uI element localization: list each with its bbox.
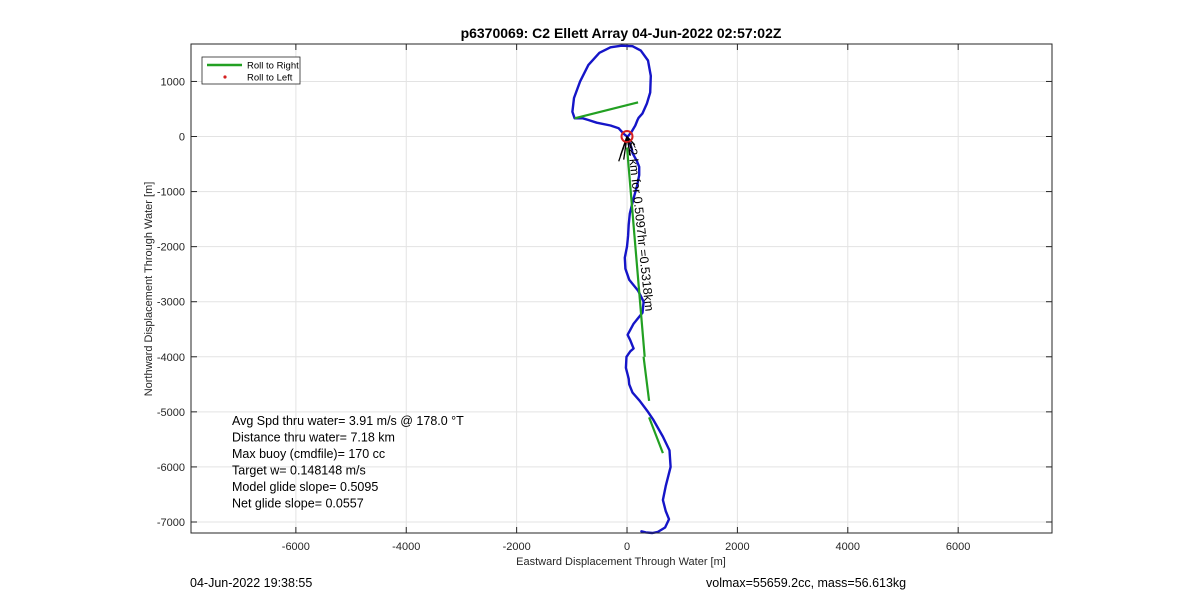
y-tick-label: -3000 <box>157 297 185 309</box>
y-axis-label: Northward Displacement Through Water [m] <box>143 182 155 397</box>
roll-right-segment <box>574 101 639 120</box>
y-tick-label: -1000 <box>157 187 185 199</box>
roll-right-segment <box>625 147 646 357</box>
stats-block: Avg Spd thru water= 3.91 m/s @ 178.0 °T … <box>232 414 464 511</box>
legend-box <box>201 56 301 85</box>
stat-target-w: Target w= 0.148148 m/s <box>232 464 366 478</box>
x-tick-label: -2000 <box>503 541 531 553</box>
roll-right-segment <box>648 416 664 454</box>
grid-lines <box>191 44 1052 533</box>
x-tick-label: -6000 <box>282 541 310 553</box>
y-tick-label: 1000 <box>161 76 185 88</box>
heading-arrow <box>626 136 634 151</box>
footer-timestamp: 04-Jun-2022 19:38:55 <box>190 576 313 590</box>
footer-volmax-mass: volmax=55659.2cc, mass=56.613kg <box>706 576 907 590</box>
chart-title: p6370069: C2 Ellett Array 04-Jun-2022 02… <box>461 25 782 41</box>
y-tick-label: -5000 <box>157 407 185 419</box>
stat-distance: Distance thru water= 7.18 km <box>232 431 395 445</box>
axes-box <box>190 43 1053 534</box>
x-tick-label: 4000 <box>836 541 860 553</box>
x-tick-label: 6000 <box>946 541 970 553</box>
y-axis-ticks: 1000 0 -1000 -2000 -3000 -4000 -5000 -6000 -7000 <box>157 76 1052 529</box>
stat-model-glide-slope: Model glide slope= 0.5095 <box>232 480 378 494</box>
roll-right-segment <box>642 356 651 401</box>
y-tick-label: 0 <box>179 132 185 144</box>
x-tick-label: 0 <box>624 541 630 553</box>
y-tick-label: -4000 <box>157 352 185 364</box>
start-marker <box>620 130 634 144</box>
x-tick-label: -4000 <box>392 541 420 553</box>
heading-arrow <box>618 136 628 162</box>
legend-roll-left-swatch <box>223 75 227 79</box>
legend-roll-left-label: Roll to Left <box>247 73 293 84</box>
y-tick-label: -6000 <box>157 462 185 474</box>
stat-avg-speed: Avg Spd thru water= 3.91 m/s @ 178.0 °T <box>232 414 464 428</box>
x-axis-label: Eastward Displacement Through Water [m] <box>516 556 726 568</box>
x-axis-ticks: -6000 -4000 -2000 0 2000 4000 6000 <box>282 44 970 553</box>
y-tick-label: -2000 <box>157 242 185 254</box>
plot-area <box>191 44 1052 533</box>
legend-roll-right-label: Roll to Right <box>247 61 299 72</box>
y-tick-label: -7000 <box>157 517 185 529</box>
x-tick-label: 2000 <box>725 541 749 553</box>
stat-max-buoy: Max buoy (cmdfile)= 170 cc <box>232 447 385 461</box>
heading-arrow <box>623 136 628 160</box>
stat-net-glide-slope: Net glide slope= 0.0557 <box>232 497 364 511</box>
legend: Roll to Right Roll to Left <box>201 56 301 85</box>
heading-arrow <box>626 136 631 156</box>
